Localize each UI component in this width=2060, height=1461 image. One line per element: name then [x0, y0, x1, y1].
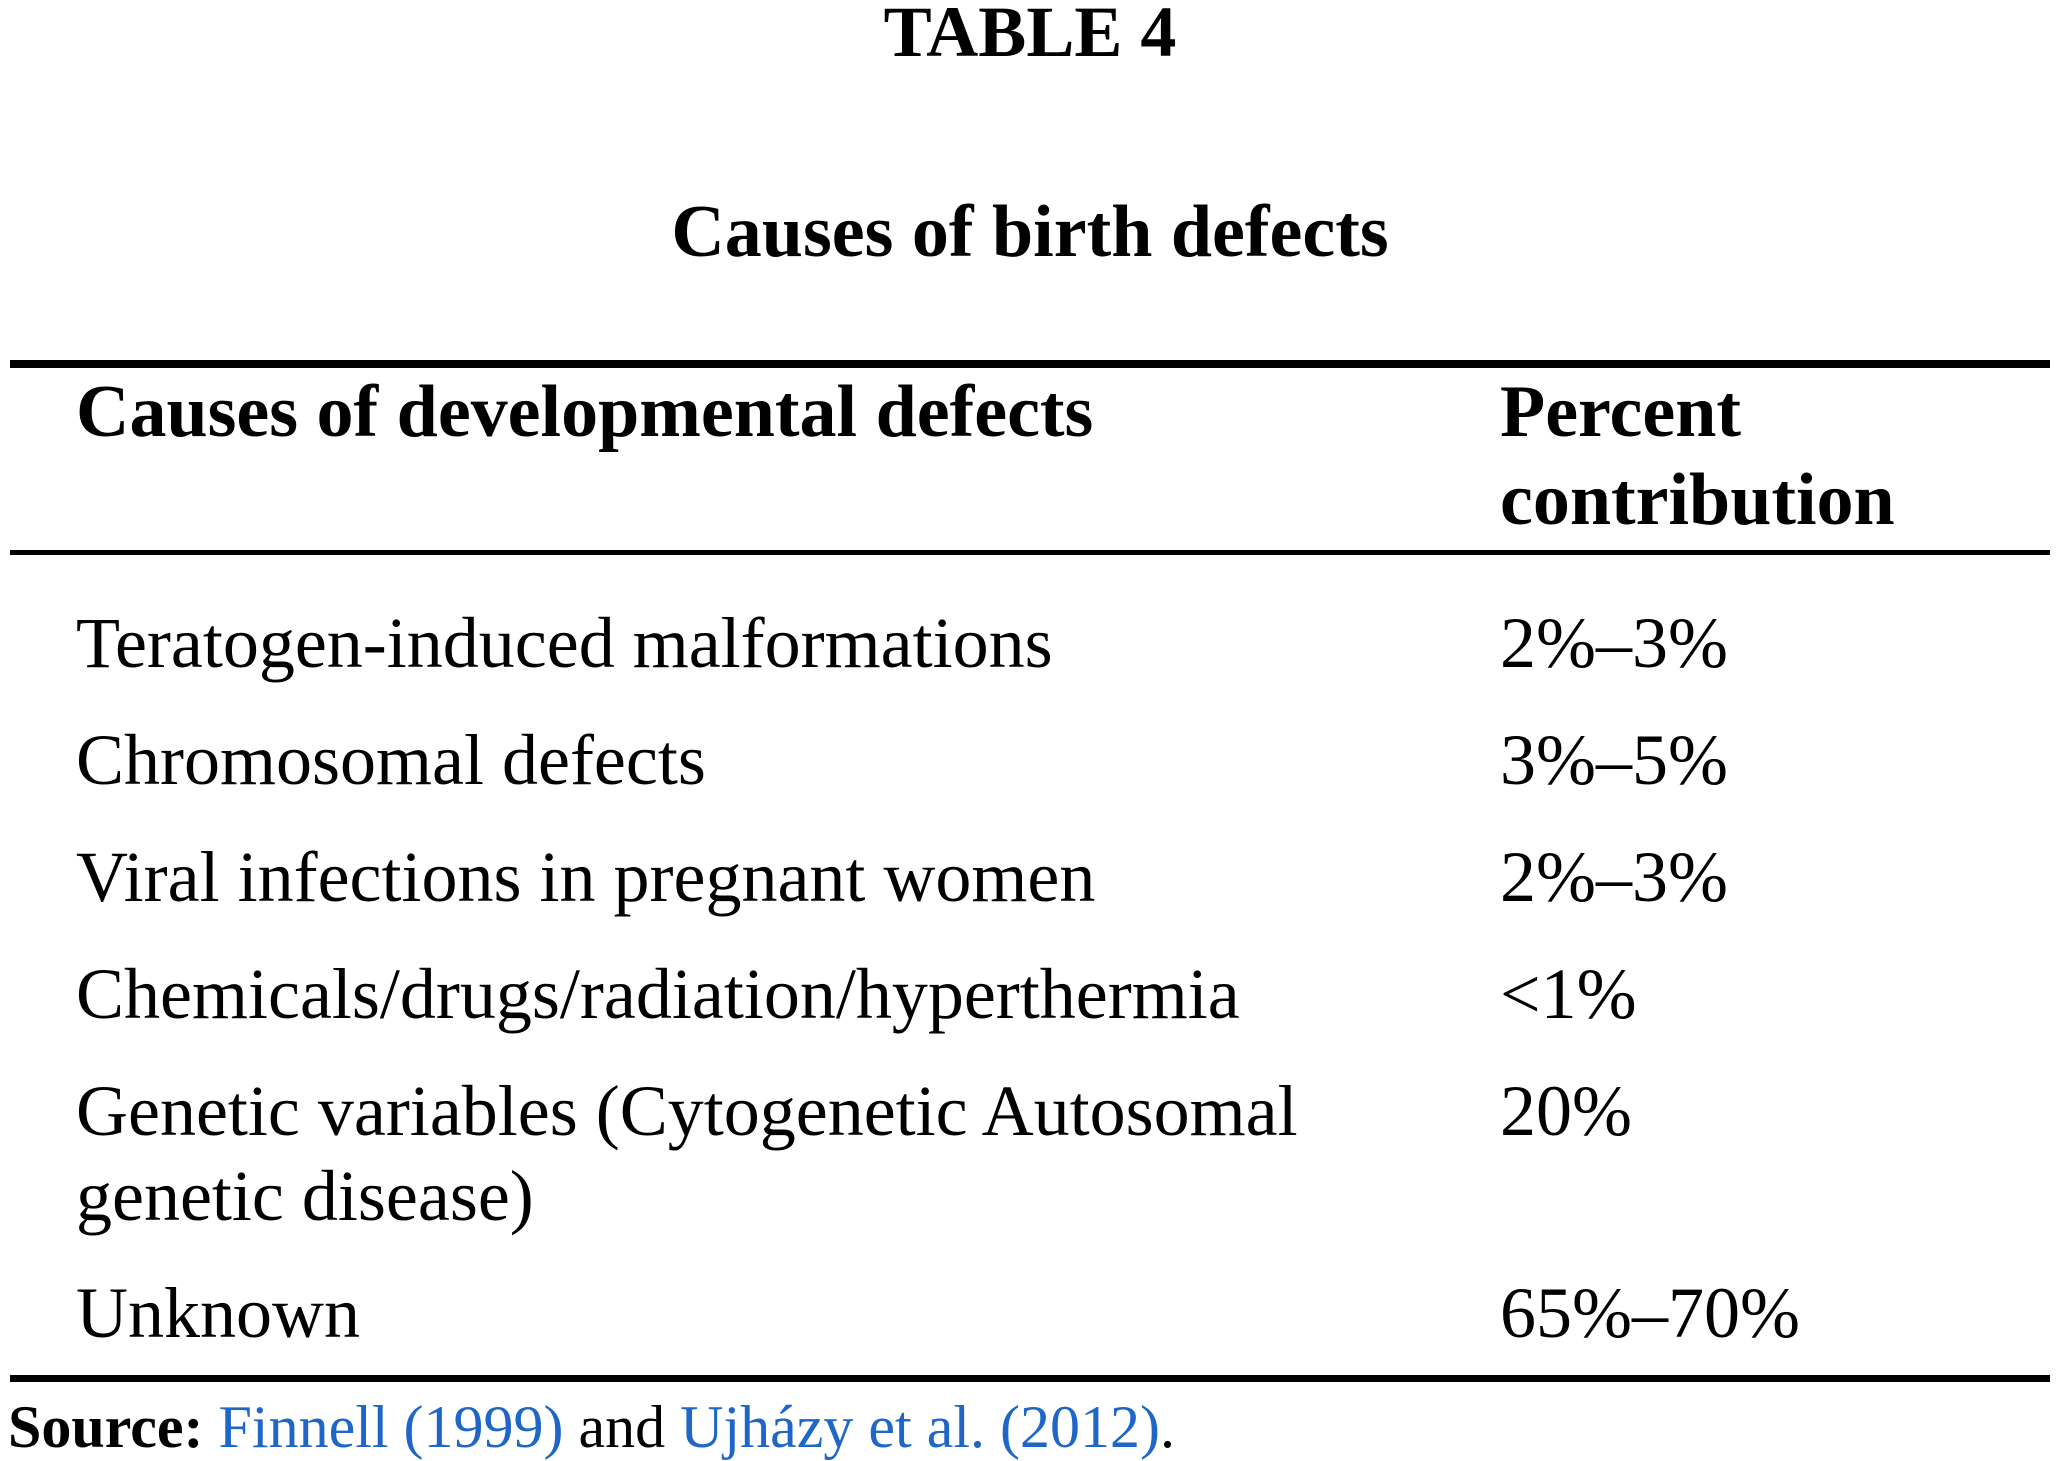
source-label: Source: — [8, 1394, 204, 1460]
cause-cell: Chemicals/drugs/radiation/hyperthermia — [76, 954, 1240, 1034]
cause-cell: Teratogen-induced malformations — [76, 603, 1053, 683]
percent-cell: <1% — [1500, 954, 1637, 1034]
column-header-causes: Causes of developmental defects — [76, 371, 1094, 453]
table-caption: Causes of birth defects — [671, 191, 1389, 273]
cause-cell: Chromosomal defects — [76, 720, 706, 800]
table-header-row: Causes of developmental defects Percent … — [10, 368, 2050, 555]
cause-cell: Genetic variables (Cytogenetic Autosomal… — [76, 1071, 1298, 1236]
percent-cell: 2%–3% — [1500, 837, 1728, 917]
source-line: Source: Finnell (1999) and Ujházy et al.… — [8, 1394, 2050, 1460]
table-row: Teratogen-induced malformations 2%–3% — [10, 601, 2050, 686]
table-row: Unknown 65%–70% — [10, 1271, 2050, 1356]
table-body: Teratogen-induced malformations 2%–3% Ch… — [10, 601, 2050, 1356]
column-header-percent-contribution: Percent contribution — [1500, 371, 1895, 541]
cause-cell: Unknown — [76, 1273, 360, 1353]
table-row: Chemicals/drugs/radiation/hyperthermia <… — [10, 952, 2050, 1037]
causes-of-birth-defects-table: Causes of developmental defects Percent … — [10, 360, 2050, 1382]
table-row: Viral infections in pregnant women 2%–3% — [10, 835, 2050, 920]
table-row: Genetic variables (Cytogenetic Autosomal… — [10, 1069, 2050, 1239]
percent-cell: 2%–3% — [1500, 603, 1728, 683]
percent-cell: 20% — [1500, 1071, 1632, 1151]
citation-link-ujhazy-2012[interactable]: Ujházy et al. (2012) — [680, 1394, 1160, 1460]
source-period: . — [1159, 1394, 1175, 1460]
citation-link-finnell-1999[interactable]: Finnell (1999) — [218, 1394, 564, 1460]
table-number-heading: TABLE 4 — [883, 0, 1177, 72]
table-row: Chromosomal defects 3%–5% — [10, 718, 2050, 803]
percent-cell: 3%–5% — [1500, 720, 1728, 800]
cause-cell: Viral infections in pregnant women — [76, 837, 1096, 917]
source-connector: and — [578, 1394, 666, 1460]
percent-cell: 65%–70% — [1500, 1273, 1800, 1353]
